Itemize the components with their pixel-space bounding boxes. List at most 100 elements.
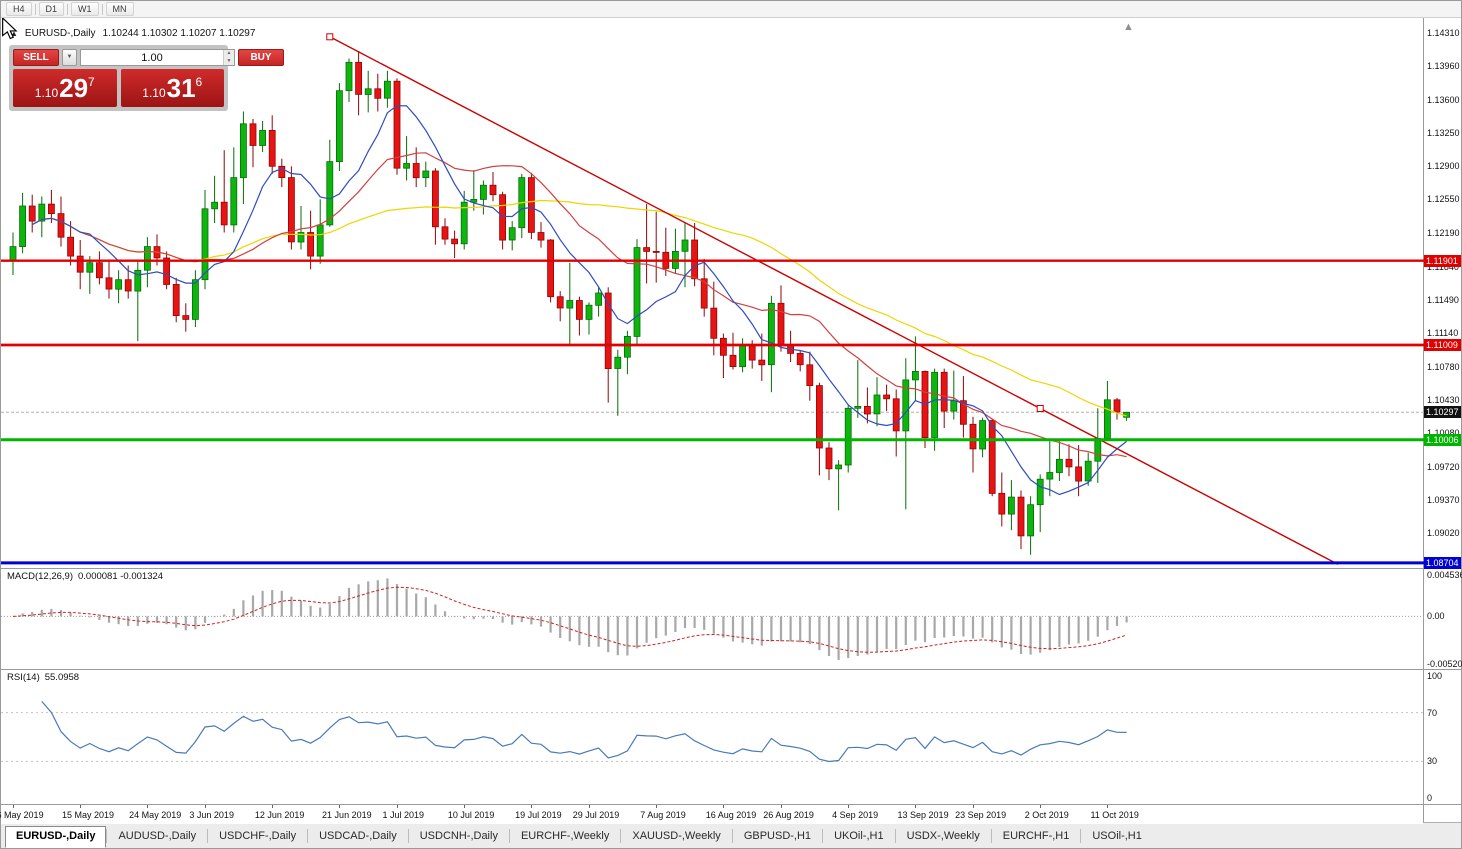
time-axis-label: 10 Jul 2019 (447, 810, 495, 820)
volume-input[interactable] (81, 50, 223, 65)
time-axis-label: 24 May 2019 (129, 810, 182, 820)
price-axis-tick: 1.11140 (1427, 327, 1459, 338)
rsi-value: 55.0958 (44, 672, 80, 683)
chart-tab-xauusd-weekly[interactable]: XAUUSD-,Weekly (632, 830, 721, 842)
macd-axis: 0.004536 0.00 -0.005205 (1424, 568, 1462, 669)
price-axis-tick: 1.09020 (1427, 528, 1460, 538)
chart-tab-ukoil-h1[interactable]: UKOil-,H1 (834, 830, 884, 842)
volume-dropdown-icon[interactable]: ▼ (62, 49, 77, 66)
price-level-label: 1.08704 (1424, 556, 1461, 569)
main-chart-panel: ▲ EURUSD-,Daily 1.10244 1.10302 1.10207 … (1, 18, 1425, 568)
chart-tab-audusd-daily[interactable]: AUDUSD-,Daily (118, 830, 197, 842)
timeframe-button-d1[interactable]: D1 (38, 2, 65, 16)
axis-column: 1.14310 1.13960 1.13600 1.13250 1.12900 1.125… (1423, 18, 1462, 824)
time-axis[interactable]: 6 May 2019 15 May 2019 24 May 2019 3 Jun 20… (0, 804, 1423, 824)
chart-tab-usdx-weekly[interactable]: USDX-,Weekly (906, 830, 980, 842)
buy-button[interactable]: BUY (238, 49, 284, 66)
time-axis-label: 4 Sep 2019 (832, 810, 879, 820)
macd-values: 0.000081 -0.001324 (78, 571, 164, 582)
chart-ohlc-values: 1.10244 1.10302 1.10207 1.10297 (102, 28, 256, 39)
time-axis-label: 2 Oct 2019 (1024, 810, 1069, 820)
chart-ohlc-info: ▲ EURUSD-,Daily 1.10244 1.10302 1.10207 … (10, 28, 255, 39)
price-axis-tick: 1.13600 (1427, 95, 1460, 106)
rsi-canvas[interactable] (1, 670, 1425, 804)
volume-up-icon[interactable]: ▲ (224, 50, 234, 58)
current-price-label: 1.10297 (1424, 406, 1461, 419)
sell-price-pip: 7 (88, 75, 95, 89)
macd-name: MACD(12,26,9) (7, 571, 73, 582)
timeframe-button-h4[interactable]: H4 (6, 2, 32, 16)
rsi-axis-tick: 70 (1427, 707, 1438, 718)
price-axis-tick: 1.12190 (1427, 228, 1460, 239)
chart-tab-usdcnh-daily[interactable]: USDCNH-,Daily (419, 830, 498, 842)
chart-tab-usdchf-daily[interactable]: USDCHF-,Daily (219, 830, 297, 842)
macd-indicator-panel: MACD(12,26,9) 0.000081 -0.001324 (1, 568, 1425, 669)
time-axis-label: 11 Oct 2019 (1090, 810, 1139, 820)
chart-tab-gbpusd-h1[interactable]: GBPUSD-,H1 (743, 830, 812, 842)
time-axis-label: 12 Jun 2019 (254, 810, 305, 820)
time-axis-label: 1 Jul 2019 (382, 810, 425, 820)
price-axis-tick: 1.14310 (1427, 28, 1460, 38)
chart-tabs-bar: EURUSD-,Daily AUDUSD-,Daily USDCHF-,Daily U… (1, 822, 1461, 848)
time-axis-label: 23 Sep 2019 (955, 810, 1007, 820)
price-axis-tick: 1.11490 (1427, 294, 1459, 305)
volume-stepper: ▲ ▼ (80, 49, 235, 66)
time-axis-label: 3 Jun 2019 (189, 810, 234, 820)
price-level-label: 1.10006 (1424, 433, 1461, 446)
price-axis-tick: 1.10080 (1427, 427, 1460, 438)
rsi-name: RSI(14) (7, 672, 40, 683)
sell-price-button[interactable]: 1.10 29 7 (13, 69, 117, 107)
volume-spinner: ▲ ▼ (223, 50, 234, 65)
timeframe-button-mn[interactable]: MN (105, 2, 134, 16)
macd-axis-tick: -0.005205 (1427, 659, 1462, 669)
oneclick-collapse-icon[interactable]: ▲ (10, 29, 18, 38)
time-axis-label: 15 May 2019 (61, 810, 115, 820)
axis-corner (1424, 804, 1461, 824)
price-level-label: 1.11009 (1424, 339, 1461, 351)
price-axis[interactable]: 1.14310 1.13960 1.13600 1.13250 1.12900 1.125… (1424, 18, 1461, 569)
rsi-axis: 100 70 30 0 (1424, 669, 1461, 804)
rsi-axis-tick: 30 (1427, 756, 1438, 767)
chart-tab-eurchf-h1[interactable]: EURCHF-,H1 (1002, 830, 1070, 842)
trade-price-row: 1.10 29 7 1.10 31 6 (13, 69, 224, 107)
sell-price-main: 29 (59, 73, 89, 103)
chart-panels: ▲ EURUSD-,Daily 1.10244 1.10302 1.10207 … (0, 18, 1425, 824)
chart-tab-eurusd-daily[interactable]: EURUSD-,Daily (5, 826, 107, 848)
macd-canvas[interactable] (1, 569, 1425, 669)
macd-label: MACD(12,26,9) 0.000081 -0.001324 (7, 571, 163, 582)
price-axis-tick: 1.10780 (1427, 361, 1460, 372)
buy-price-button[interactable]: 1.10 31 6 (120, 69, 224, 107)
price-chart-canvas[interactable] (1, 18, 1425, 568)
sell-button[interactable]: SELL (13, 49, 59, 66)
chart-tab-usdcad-daily[interactable]: USDCAD-,Daily (319, 830, 397, 842)
price-axis-tick: 1.10430 (1427, 394, 1460, 405)
price-axis-tick: 1.09370 (1427, 494, 1460, 505)
time-axis-label: 19 Jul 2019 (515, 810, 562, 820)
chart-tab-eurchf-weekly[interactable]: EURCHF-,Weekly (520, 830, 610, 842)
buy-price-main: 31 (166, 73, 196, 103)
time-axis-label: 16 Aug 2019 (705, 810, 757, 820)
rsi-axis-tick: 0 (1427, 793, 1433, 803)
timeframe-button-w1[interactable]: W1 (71, 2, 99, 16)
time-axis-label: 13 Sep 2019 (897, 810, 949, 820)
volume-down-icon[interactable]: ▼ (224, 57, 234, 65)
price-axis-tick: 1.13960 (1427, 61, 1460, 72)
time-axis-label: 29 Jul 2019 (572, 810, 620, 820)
rsi-indicator-panel: RSI(14) 55.0958 (1, 669, 1425, 804)
trade-controls-row: SELL ▼ ▲ ▼ BUY (13, 49, 284, 66)
buy-price-pip: 6 (195, 75, 203, 89)
timeframe-toolbar: H4 D1 W1 MN (1, 1, 1461, 18)
one-click-trading-panel: SELL ▼ ▲ ▼ BUY 1.10 (9, 45, 284, 111)
autoscroll-marker-icon: ▲ (1123, 21, 1134, 33)
time-axis-label: 21 Jun 2019 (322, 810, 372, 820)
chart-tab-usoil-h1[interactable]: USOil-,H1 (1092, 830, 1142, 842)
price-axis-tick: 1.12550 (1427, 194, 1460, 205)
rsi-label: RSI(14) 55.0958 (7, 672, 79, 683)
macd-axis-tick: 0.00 (1427, 611, 1445, 622)
price-axis-tick: 1.12900 (1427, 161, 1460, 172)
price-axis-tick: 1.13250 (1427, 128, 1460, 139)
rsi-axis-tick: 100 (1427, 671, 1443, 681)
macd-axis-tick: 0.004536 (1427, 570, 1462, 580)
time-axis-label: 6 May 2019 (0, 810, 44, 820)
